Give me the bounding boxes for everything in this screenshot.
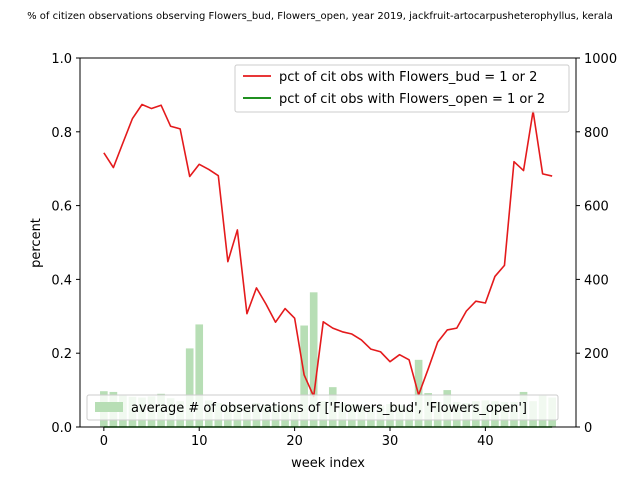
y-axis-left: 0.0 0.2 0.4 0.6 0.8 1.0 [51, 52, 80, 436]
bar [195, 324, 204, 427]
chart-title: % of citizen observations observing Flow… [27, 11, 613, 22]
y2-tick-label: 400 [584, 273, 609, 288]
bar [309, 292, 318, 427]
line-series [103, 103, 553, 428]
x-tick-label: 0 [100, 434, 108, 449]
legend-upper: pct of cit obs with Flowers_bud = 1 or 2… [234, 64, 570, 113]
y-tick-label: 0.2 [51, 347, 72, 362]
legend-lower: average # of observations of ['Flowers_b… [86, 394, 559, 421]
y-tick-label: 0.8 [51, 126, 72, 141]
y-tick-label: 0.6 [51, 200, 72, 215]
y-axis-label: percent [29, 218, 44, 268]
legend-label-open: pct of cit obs with Flowers_open = 1 or … [279, 92, 545, 107]
legend-label-bars: average # of observations of ['Flowers_b… [131, 401, 527, 416]
y2-tick-label: 800 [584, 126, 609, 141]
y-tick-label: 0.4 [51, 273, 72, 288]
legend-label-bud: pct of cit obs with Flowers_bud = 1 or 2 [279, 70, 537, 85]
bar [185, 348, 194, 427]
x-tick-label: 20 [286, 434, 303, 449]
y2-tick-label: 600 [584, 200, 609, 215]
y2-tick-label: 0 [584, 421, 592, 436]
x-axis-label: week index [291, 456, 365, 471]
x-tick-label: 40 [477, 434, 494, 449]
plot-frame [79, 57, 577, 428]
y2-tick-label: 1000 [584, 52, 617, 67]
x-tick-label: 30 [382, 434, 399, 449]
y2-tick-label: 200 [584, 347, 609, 362]
legend-swatch-bars [95, 402, 123, 412]
y-tick-label: 0.0 [51, 421, 72, 436]
series-line [103, 103, 553, 398]
x-tick-label: 10 [191, 434, 208, 449]
legend-lower-box [86, 394, 559, 421]
legend-upper-box [234, 64, 570, 113]
y-axis-right: 0 200 400 600 800 1000 [576, 52, 617, 436]
y-tick-label: 1.0 [51, 52, 72, 67]
x-axis: 0 10 20 30 40 [100, 427, 494, 449]
